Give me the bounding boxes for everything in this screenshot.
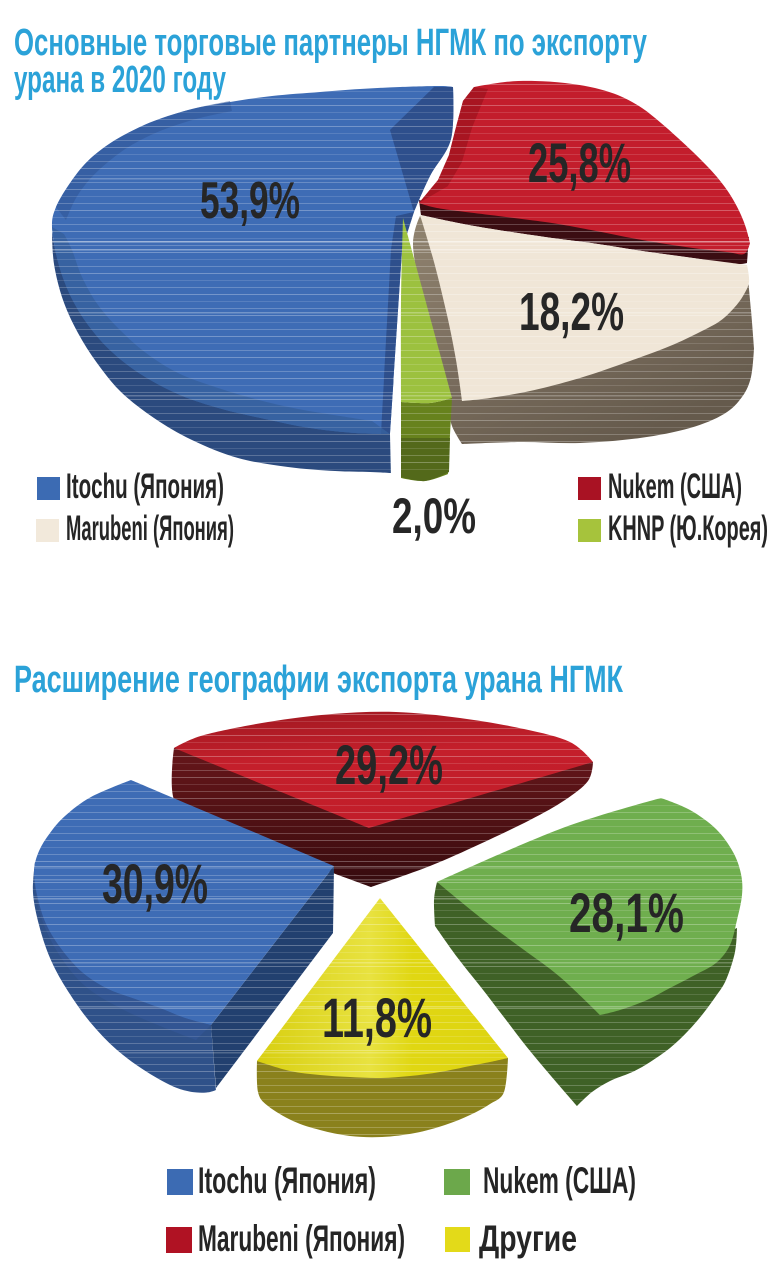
svg-text:Основные торговые партнеры НГМ: Основные торговые партнеры НГМК по экспо… — [14, 22, 647, 64]
svg-text:28,1%: 28,1% — [569, 881, 684, 944]
svg-text:Nukem (США): Nukem (США) — [483, 1160, 636, 1201]
svg-text:29,2%: 29,2% — [335, 733, 443, 796]
svg-text:Расширение географии экспорта: Расширение географии экспорта урана НГМК — [14, 659, 624, 701]
svg-text:Marubeni (Япония): Marubeni (Япония) — [66, 509, 234, 548]
svg-text:KHNP (Ю.Корея): KHNP (Ю.Корея) — [608, 509, 768, 548]
svg-text:25,8%: 25,8% — [528, 131, 631, 194]
svg-text:Itochu (Япония): Itochu (Япония) — [66, 467, 224, 506]
svg-text:30,9%: 30,9% — [102, 852, 208, 915]
svg-text:2,0%: 2,0% — [392, 488, 476, 544]
svg-text:Marubeni (Япония): Marubeni (Япония) — [198, 1218, 405, 1259]
svg-text:53,9%: 53,9% — [200, 172, 300, 230]
svg-text:урана в 2020 году: урана в 2020 году — [14, 59, 226, 101]
svg-text:Nukem (США): Nukem (США) — [608, 467, 742, 506]
svg-text:18,2%: 18,2% — [519, 282, 624, 342]
svg-text:Другие: Другие — [479, 1218, 577, 1259]
svg-text:Itochu (Япония): Itochu (Япония) — [198, 1160, 376, 1201]
svg-text:11,8%: 11,8% — [322, 986, 432, 1049]
